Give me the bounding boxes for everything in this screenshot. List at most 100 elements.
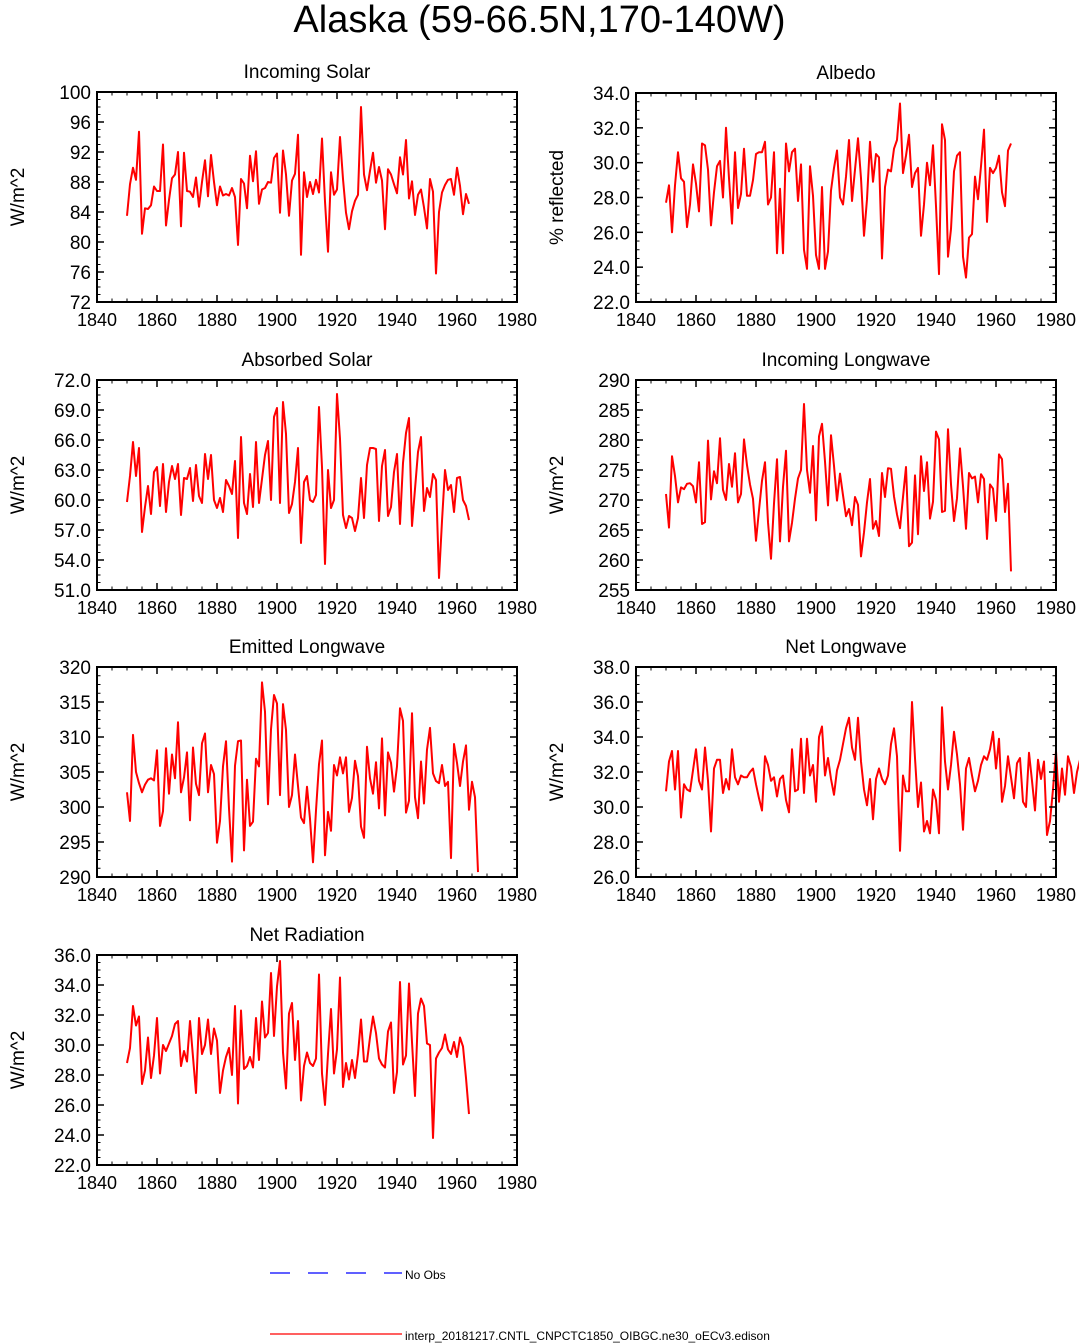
panel-albedo-xtick-label: 1900 <box>796 310 836 330</box>
panel-emitted-longwave-ytick-label: 305 <box>59 763 91 784</box>
panel-incoming-longwave-xtick-label: 1860 <box>676 598 716 618</box>
panel-incoming-solar-ytick-label: 92 <box>70 143 91 164</box>
panel-incoming-longwave-frame <box>635 379 1057 591</box>
panel-net-longwave-xtick-label: 1840 <box>616 885 656 905</box>
panel-incoming-longwave: Incoming Longwave W/m^2 255 260 265 270 275 280… <box>547 350 1076 618</box>
panel-incoming-solar-series-line-0 <box>126 106 470 275</box>
panel-net-radiation-ytick-label: 24.0 <box>54 1126 91 1147</box>
panel-albedo-xtick-label: 1940 <box>916 310 956 330</box>
panel-emitted-longwave-ylabel: W/m^2 <box>8 743 29 802</box>
panel-emitted-longwave-series-line-0 <box>126 681 479 873</box>
panel-albedo-ytick-label: 32.0 <box>593 119 630 140</box>
panel-absorbed-solar-xtick-label: 1980 <box>497 598 537 618</box>
panel-incoming-solar-xtick-label: 1860 <box>137 310 177 330</box>
panel-absorbed-solar-ytick-label: 51.0 <box>54 581 91 602</box>
panel-albedo: Albedo % reflected 22.0 24.0 26.0 28.0 30.0 32.… <box>547 63 1076 330</box>
panel-incoming-solar: Incoming Solar W/m^2 72 76 80 84 88 92 96 100 1840… <box>8 62 537 330</box>
panel-net-longwave-series-line-0 <box>665 701 1079 852</box>
panel-absorbed-solar-ytick-label: 69.0 <box>54 401 91 422</box>
panel-net-radiation-ytick-label: 36.0 <box>54 946 91 967</box>
panel-absorbed-solar-ylabel: W/m^2 <box>8 456 29 515</box>
panel-incoming-solar-ytick-label: 72 <box>70 293 91 314</box>
panel-incoming-solar-ytick-label: 80 <box>70 233 91 254</box>
panel-net-longwave-ytick-label: 32.0 <box>593 763 630 784</box>
panel-net-longwave-ytick-label: 30.0 <box>593 798 630 819</box>
panel-absorbed-solar-ytick-label: 72.0 <box>54 371 91 392</box>
panel-net-longwave: Net Longwave W/m^2 26.0 28.0 30.0 32.0 34.0 36.… <box>547 637 1079 905</box>
panel-emitted-longwave-ytick-label: 300 <box>59 798 91 819</box>
panel-emitted-longwave-title: Emitted Longwave <box>229 637 385 658</box>
panel-emitted-longwave-ytick-label: 320 <box>59 658 91 679</box>
panel-incoming-solar-ytick-label: 96 <box>70 113 91 134</box>
panel-incoming-longwave-series-line-0 <box>665 403 1012 572</box>
panel-net-radiation-xtick-label: 1880 <box>197 1173 237 1193</box>
panel-absorbed-solar-ytick-label: 63.0 <box>54 461 91 482</box>
panel-emitted-longwave-ytick-label: 290 <box>59 868 91 889</box>
figure-title: Alaska (59-66.5N,170-140W) <box>293 0 786 41</box>
panel-absorbed-solar-xtick-label: 1860 <box>137 598 177 618</box>
panel-incoming-solar-xtick-label: 1900 <box>257 310 297 330</box>
panel-net-longwave-ytick-label: 36.0 <box>593 693 630 714</box>
panel-incoming-longwave-ytick-label: 280 <box>598 431 630 452</box>
panel-albedo-series-line-0 <box>665 102 1012 279</box>
panel-incoming-solar-ytick-label: 88 <box>70 173 91 194</box>
panel-emitted-longwave-xtick-label: 1880 <box>197 885 237 905</box>
panel-net-longwave-ytick-label: 28.0 <box>593 833 630 854</box>
legend: No Obs interp_20181217.CNTL_CNPCTC1850_OI… <box>270 1268 770 1343</box>
panel-net-radiation-xtick-label: 1920 <box>317 1173 357 1193</box>
panel-net-longwave-frame <box>635 666 1057 878</box>
panel-incoming-longwave-ytick-label: 255 <box>598 581 630 602</box>
panel-incoming-longwave-ytick-label: 270 <box>598 491 630 512</box>
panel-incoming-longwave-title: Incoming Longwave <box>762 350 931 371</box>
panel-incoming-longwave-ytick-label: 275 <box>598 461 630 482</box>
panel-incoming-solar-xtick-label: 1920 <box>317 310 357 330</box>
panel-absorbed-solar-title: Absorbed Solar <box>242 350 374 371</box>
panel-absorbed-solar-xtick-label: 1880 <box>197 598 237 618</box>
panel-net-longwave-xtick-label: 1960 <box>976 885 1016 905</box>
panel-incoming-longwave-xtick-label: 1900 <box>796 598 836 618</box>
panel-incoming-longwave-xtick-label: 1980 <box>1036 598 1076 618</box>
panel-incoming-longwave-ytick-label: 260 <box>598 551 630 572</box>
panel-emitted-longwave-xtick-label: 1840 <box>77 885 117 905</box>
panel-incoming-solar-xtick-label: 1840 <box>77 310 117 330</box>
panel-incoming-longwave-ylabel: W/m^2 <box>547 456 568 515</box>
panel-absorbed-solar-ytick-label: 54.0 <box>54 551 91 572</box>
panel-absorbed-solar-frame <box>96 379 518 591</box>
panel-incoming-longwave-xtick-label: 1840 <box>616 598 656 618</box>
panel-albedo-xtick-label: 1860 <box>676 310 716 330</box>
panel-net-longwave-xtick-label: 1940 <box>916 885 956 905</box>
panel-albedo-xtick-label: 1960 <box>976 310 1016 330</box>
panel-albedo-xtick-label: 1920 <box>856 310 896 330</box>
panel-incoming-longwave-xtick-label: 1920 <box>856 598 896 618</box>
panel-emitted-longwave-xtick-label: 1940 <box>377 885 417 905</box>
panel-net-radiation-ytick-label: 30.0 <box>54 1036 91 1057</box>
panel-net-radiation: Net Radiation W/m^2 22.0 24.0 26.0 28.0 30.0 32… <box>8 925 537 1193</box>
panel-emitted-longwave: Emitted Longwave W/m^2 290 295 300 305 310 315 3… <box>8 637 537 905</box>
panel-emitted-longwave-xtick-label: 1980 <box>497 885 537 905</box>
panel-absorbed-solar-ytick-label: 60.0 <box>54 491 91 512</box>
panel-emitted-longwave-xtick-label: 1860 <box>137 885 177 905</box>
panel-emitted-longwave-xtick-label: 1900 <box>257 885 297 905</box>
panel-albedo-frame <box>635 92 1057 303</box>
panel-net-longwave-xtick-label: 1880 <box>736 885 776 905</box>
panel-net-radiation-title: Net Radiation <box>249 925 364 946</box>
panel-absorbed-solar-ytick-label: 57.0 <box>54 521 91 542</box>
panel-net-radiation-xtick-label: 1940 <box>377 1173 417 1193</box>
panel-net-longwave-ylabel: W/m^2 <box>547 743 568 802</box>
panel-albedo-xtick-label: 1840 <box>616 310 656 330</box>
panel-incoming-solar-ytick-label: 76 <box>70 263 91 284</box>
panel-net-longwave-xtick-label: 1980 <box>1036 885 1076 905</box>
panel-net-radiation-ytick-label: 34.0 <box>54 976 91 997</box>
panel-net-radiation-ytick-label: 32.0 <box>54 1006 91 1027</box>
panel-absorbed-solar-xtick-label: 1900 <box>257 598 297 618</box>
panel-net-longwave-ytick-label: 38.0 <box>593 658 630 679</box>
panel-absorbed-solar-xtick-label: 1940 <box>377 598 417 618</box>
panel-net-radiation-ylabel: W/m^2 <box>8 1031 29 1090</box>
panel-net-longwave-xtick-label: 1860 <box>676 885 716 905</box>
panel-net-longwave-ytick-label: 26.0 <box>593 868 630 889</box>
panel-albedo-ytick-label: 24.0 <box>593 258 630 279</box>
panel-net-longwave-xtick-label: 1900 <box>796 885 836 905</box>
panel-albedo-ylabel: % reflected <box>547 150 568 245</box>
panel-incoming-solar-ylabel: W/m^2 <box>8 168 29 227</box>
panel-net-radiation-frame <box>96 954 518 1166</box>
